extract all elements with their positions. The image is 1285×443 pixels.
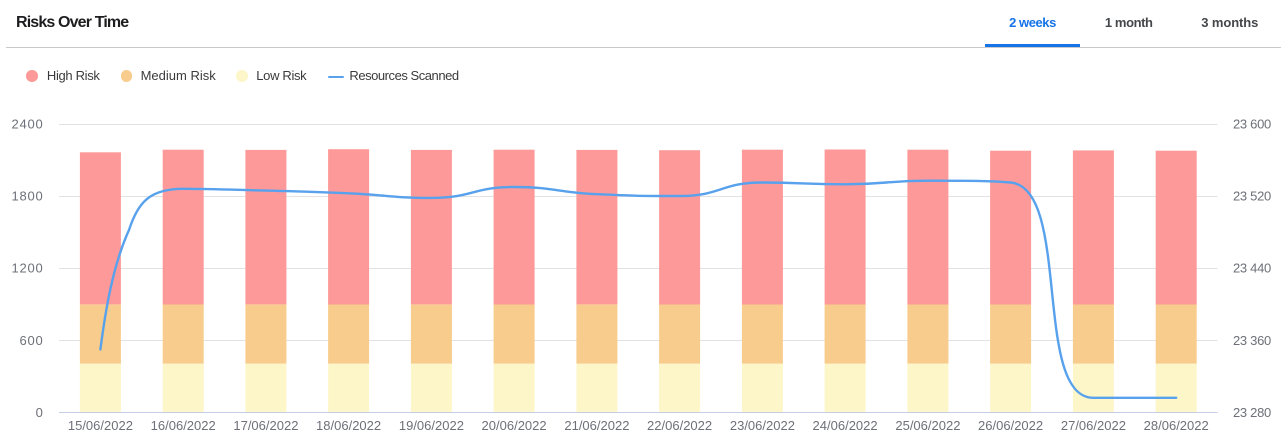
svg-text:22/06/2022: 22/06/2022 (647, 418, 712, 433)
svg-text:20/06/2022: 20/06/2022 (482, 418, 547, 433)
svg-text:15/06/2022: 15/06/2022 (68, 418, 133, 433)
svg-text:17/06/2022: 17/06/2022 (233, 418, 298, 433)
svg-text:23 600: 23 600 (1233, 117, 1271, 132)
svg-text:23 520: 23 520 (1233, 189, 1271, 204)
svg-text:0: 0 (36, 405, 44, 420)
svg-text:23 360: 23 360 (1233, 333, 1271, 348)
svg-text:26/06/2022: 26/06/2022 (978, 418, 1043, 433)
svg-text:24/06/2022: 24/06/2022 (813, 418, 878, 433)
svg-text:19/06/2022: 19/06/2022 (399, 418, 464, 433)
svg-text:2400: 2400 (11, 117, 43, 132)
svg-text:27/06/2022: 27/06/2022 (1061, 418, 1126, 433)
svg-text:21/06/2022: 21/06/2022 (564, 418, 629, 433)
svg-text:18/06/2022: 18/06/2022 (316, 418, 381, 433)
svg-text:25/06/2022: 25/06/2022 (895, 418, 960, 433)
svg-text:600: 600 (20, 333, 44, 348)
svg-text:28/06/2022: 28/06/2022 (1144, 418, 1209, 433)
svg-text:1200: 1200 (11, 261, 43, 276)
svg-text:23 280: 23 280 (1233, 405, 1271, 420)
svg-text:16/06/2022: 16/06/2022 (151, 418, 216, 433)
svg-text:23 440: 23 440 (1233, 261, 1271, 276)
svg-text:23/06/2022: 23/06/2022 (730, 418, 795, 433)
svg-text:1800: 1800 (11, 189, 43, 204)
